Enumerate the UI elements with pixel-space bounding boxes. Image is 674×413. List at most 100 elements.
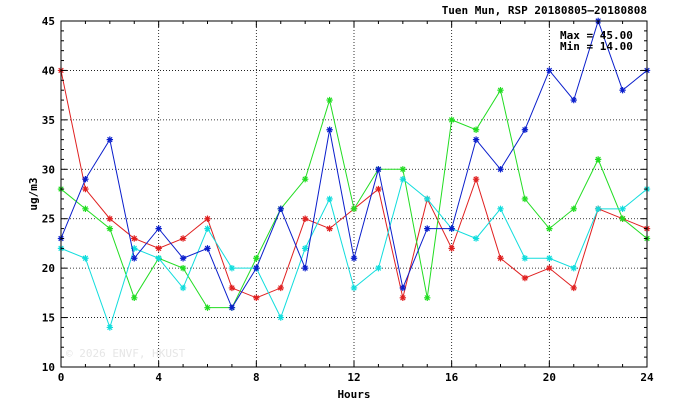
data-point-green — [131, 294, 138, 301]
x-tick-label: 20 — [543, 371, 556, 384]
data-point-blue — [399, 284, 407, 292]
data-point-cyan — [472, 235, 480, 242]
y-tick-label: 10 — [42, 361, 55, 374]
plot-frame — [60, 20, 648, 368]
x-tick-label: 12 — [347, 371, 360, 384]
data-point-red — [228, 284, 236, 292]
data-point-cyan — [497, 205, 504, 213]
data-point-red — [472, 175, 480, 183]
data-point-red — [399, 294, 407, 301]
data-point-green — [521, 195, 529, 203]
x-tick-label: 0 — [58, 371, 65, 384]
data-point-red — [131, 235, 138, 242]
y-tick-label: 20 — [42, 262, 55, 275]
data-point-cyan — [619, 205, 626, 213]
data-point-cyan — [106, 324, 114, 331]
data-point-green — [594, 156, 602, 163]
y-tick-label: 25 — [42, 213, 55, 226]
data-point-cyan — [570, 264, 577, 272]
data-point-red — [546, 264, 553, 272]
y-tick-label: 40 — [42, 64, 55, 77]
data-point-green — [204, 304, 211, 311]
data-point-red — [106, 215, 114, 222]
data-point-cyan — [375, 264, 382, 272]
watermark: © 2026 ENVF, HKUST — [66, 347, 186, 360]
data-point-cyan — [155, 255, 162, 262]
data-point-green — [179, 264, 187, 272]
data-point-cyan — [350, 284, 358, 292]
x-tick-label: 4 — [155, 371, 162, 384]
y-tick-label: 45 — [42, 15, 55, 28]
data-point-cyan — [179, 284, 187, 292]
y-tick-label: 30 — [42, 163, 55, 176]
data-point-red — [155, 245, 162, 252]
data-point-red — [82, 185, 89, 193]
data-point-blue — [179, 255, 187, 262]
data-point-blue — [155, 225, 162, 232]
data-point-blue — [228, 304, 236, 311]
x-tick-label: 16 — [445, 371, 459, 384]
data-point-green — [350, 205, 358, 213]
data-point-red — [253, 294, 260, 301]
data-point-blue — [301, 264, 309, 272]
chart-title: Tuen Mun, RSP 20180805–20180808 — [442, 4, 647, 17]
data-point-blue — [350, 255, 358, 262]
data-point-red — [570, 284, 577, 292]
data-point-cyan — [301, 245, 309, 252]
series-group — [57, 17, 651, 331]
data-point-green — [424, 294, 431, 301]
data-point-blue — [277, 205, 284, 213]
data-point-red — [326, 225, 333, 232]
data-point-blue — [497, 166, 504, 173]
data-point-red — [497, 255, 504, 262]
data-point-cyan — [131, 245, 138, 252]
data-point-green — [399, 166, 407, 173]
data-point-blue — [448, 225, 455, 232]
data-point-green — [448, 116, 455, 124]
data-point-green — [253, 255, 260, 262]
data-point-blue — [106, 136, 114, 143]
data-point-blue — [131, 255, 138, 262]
data-point-cyan — [82, 255, 89, 262]
data-point-blue — [424, 225, 431, 232]
data-point-blue — [570, 96, 577, 104]
data-point-green — [570, 205, 577, 213]
data-point-green — [106, 225, 114, 232]
data-point-blue — [375, 166, 382, 173]
data-point-green — [82, 205, 89, 213]
data-point-cyan — [204, 225, 211, 232]
data-point-blue — [253, 264, 260, 272]
x-tick-label: 8 — [253, 371, 260, 384]
data-point-blue — [546, 67, 553, 74]
y-tick-label: 15 — [42, 312, 55, 325]
data-point-green — [497, 87, 504, 94]
data-point-cyan — [424, 195, 431, 203]
data-point-blue — [204, 245, 211, 252]
x-tick-label: 24 — [640, 371, 654, 384]
data-point-blue — [82, 175, 89, 183]
data-point-cyan — [228, 264, 236, 272]
data-point-red — [204, 215, 211, 222]
data-point-blue — [619, 87, 626, 94]
data-point-cyan — [521, 255, 529, 262]
data-point-green — [326, 96, 333, 104]
data-point-green — [472, 126, 480, 133]
data-point-red — [301, 215, 309, 222]
data-point-red — [375, 185, 382, 193]
data-point-cyan — [277, 314, 284, 321]
min-annotation: Min = 14.00 — [560, 40, 633, 53]
data-point-cyan — [546, 255, 553, 262]
data-point-cyan — [326, 195, 333, 203]
y-axis-label: ug/m3 — [27, 177, 40, 210]
data-point-red — [448, 245, 455, 252]
data-point-green — [619, 215, 626, 222]
data-point-green — [301, 175, 309, 183]
data-point-blue — [326, 126, 333, 133]
data-point-cyan — [594, 205, 602, 213]
data-point-red — [277, 284, 284, 292]
data-point-red — [179, 235, 187, 242]
data-point-red — [521, 274, 529, 282]
grid — [61, 21, 647, 367]
